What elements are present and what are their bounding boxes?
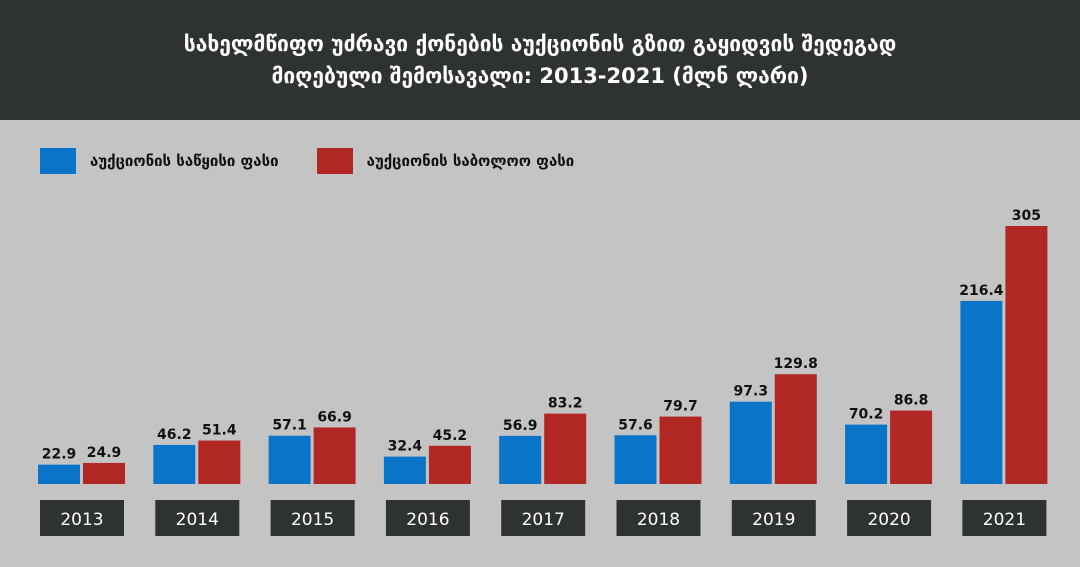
bar-2018-start	[614, 435, 657, 484]
data-label: 32.4	[388, 439, 423, 455]
legend-item-final-price: აუქციონის საბოლოო ფასი	[316, 148, 575, 174]
legend-swatch-red	[316, 148, 353, 174]
x-tick-label: 2017	[522, 510, 565, 530]
legend-item-start-price: აუქციონის საწყისი ფასი	[40, 148, 279, 174]
bar-2013-start	[38, 464, 80, 484]
bar-2021-final	[1005, 226, 1048, 484]
bar-2020-final	[890, 410, 933, 484]
bar-2020-start	[845, 424, 888, 484]
data-label: 56.9	[503, 418, 538, 434]
data-label: 24.9	[87, 445, 122, 461]
data-label: 57.1	[272, 418, 307, 434]
bar-2015-start	[268, 435, 311, 484]
bar-2018-final	[659, 416, 702, 484]
x-tick-label: 2018	[637, 510, 680, 530]
legend-label: აუქციონის საწყისი ფასი	[90, 152, 279, 170]
x-tick-label: 2014	[176, 510, 219, 530]
data-label: 22.9	[42, 447, 77, 463]
year-box	[155, 500, 240, 536]
data-label: 86.8	[894, 393, 929, 409]
legend-label: აუქციონის საბოლოო ფასი	[366, 152, 575, 170]
data-label: 305	[1012, 208, 1041, 224]
data-label: 79.7	[663, 399, 698, 415]
data-label: 45.2	[433, 428, 468, 444]
bar-2019-final	[774, 374, 817, 484]
data-label: 70.2	[849, 407, 884, 423]
x-tick-label: 2015	[291, 510, 334, 530]
bar-2016-final	[428, 445, 471, 484]
bar-2014-final	[198, 440, 241, 484]
year-box	[270, 500, 355, 536]
bar-2014-start	[153, 444, 196, 484]
x-tick-label: 2021	[983, 510, 1026, 530]
bar-2017-final	[544, 413, 587, 484]
x-tick-label: 2020	[867, 510, 910, 530]
bar-2021-start	[960, 300, 1003, 484]
data-label: 57.6	[618, 417, 653, 433]
legend-swatch-blue	[40, 148, 76, 174]
data-label: 66.9	[317, 409, 352, 425]
data-label: 216.4	[959, 283, 1004, 299]
bar-2016-start	[383, 456, 426, 484]
data-label: 46.2	[157, 427, 192, 443]
data-label: 51.4	[202, 423, 237, 439]
year-box	[616, 500, 701, 536]
x-tick-label: 2016	[406, 510, 449, 530]
year-box	[731, 500, 816, 536]
title-line-1: სახელმწიფო უძრავი ქონების აუქციონის გზით…	[183, 32, 897, 56]
legend: აუქციონის საწყისი ფასი აუქციონის საბოლოო…	[40, 148, 612, 174]
bar-2017-start	[499, 435, 542, 484]
data-label: 97.3	[734, 384, 769, 400]
year-box	[40, 500, 124, 536]
year-box	[385, 500, 470, 536]
data-label: 129.8	[774, 356, 818, 372]
bar-2013-final	[83, 462, 125, 484]
chart-title: სახელმწიფო უძრავი ქონების აუქციონის გზით…	[0, 0, 1080, 120]
year-box	[847, 500, 932, 536]
bar-2015-final	[313, 427, 356, 484]
data-label: 83.2	[548, 396, 583, 412]
year-box	[501, 500, 586, 536]
year-box	[962, 500, 1047, 536]
title-line-2: მიღებული შემოსავალი: 2013-2021 (მლნ ლარი…	[271, 64, 809, 88]
bar-2019-start	[729, 401, 772, 484]
x-tick-label: 2013	[60, 510, 103, 530]
x-tick-label: 2019	[752, 510, 795, 530]
